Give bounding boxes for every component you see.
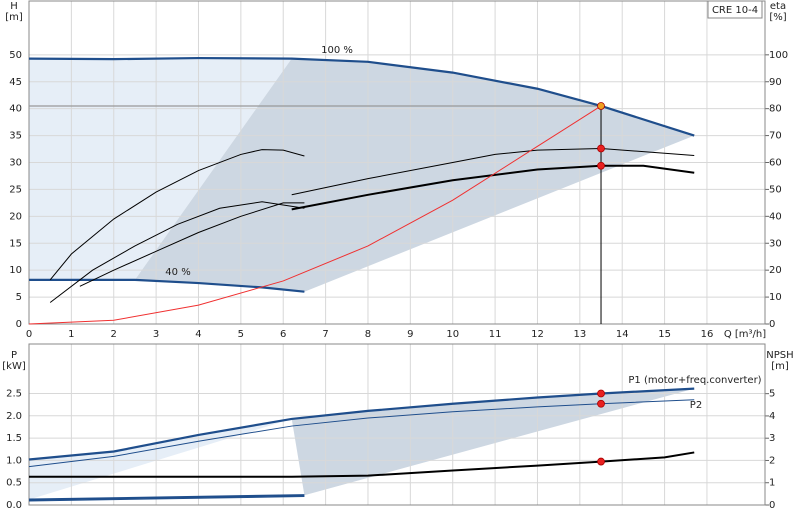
y2-tick-label: 90 — [769, 77, 782, 88]
range-area-light — [29, 58, 292, 280]
y2-tick-label: 0 — [769, 319, 775, 330]
y2-tick-label: 80 — [769, 104, 782, 115]
x-axis-title: Q [m³/h] — [724, 329, 766, 340]
x-tick-label: 0 — [26, 329, 32, 340]
axis-title: P — [11, 350, 17, 361]
y2-tick-label: 20 — [769, 265, 782, 276]
y2-tick-label: 10 — [769, 292, 782, 303]
y-tick-label: 15 — [9, 238, 22, 249]
model-box — [707, 0, 763, 19]
curve — [28, 387, 695, 461]
curve — [291, 164, 695, 211]
y2-tick-label: 3 — [769, 433, 775, 444]
axis-title: [m] — [771, 361, 789, 372]
x-tick-label: 4 — [195, 329, 201, 340]
curve — [28, 494, 305, 501]
range-area-light — [29, 418, 292, 500]
curve — [49, 149, 305, 281]
x-tick-label: 14 — [616, 329, 629, 340]
y2-tick-label: 2 — [769, 455, 775, 466]
plot-frame — [28, 343, 766, 506]
x-tick-label: 7 — [322, 329, 328, 340]
y-tick-label: 50 — [9, 50, 22, 61]
range-area — [291, 388, 695, 496]
axis-title: [kW] — [2, 361, 26, 372]
x-tick-label: 5 — [238, 329, 244, 340]
axis-title: eta — [770, 1, 786, 12]
y-tick-label: 40 — [9, 104, 22, 115]
x-tick-label: 16 — [701, 329, 714, 340]
curve — [28, 399, 695, 468]
y-tick-label: 30 — [9, 158, 22, 169]
x-tick-label: 10 — [446, 329, 459, 340]
curve — [79, 202, 305, 287]
y-tick-label: 35 — [9, 131, 22, 142]
y2-tick-label: 50 — [769, 184, 782, 195]
y-tick-label: 5 — [16, 292, 22, 303]
x-tick-label: 8 — [365, 329, 371, 340]
y2-tick-label: 30 — [769, 238, 782, 249]
y-tick-label: 25 — [9, 184, 22, 195]
model-label: CRE 10-4 — [712, 5, 758, 16]
y-tick-label: 0.5 — [6, 478, 22, 489]
y2-tick-label: 70 — [769, 131, 782, 142]
curve — [29, 278, 305, 293]
duty-point — [597, 389, 605, 398]
curve — [28, 496, 305, 502]
y2-tick-label: 60 — [769, 158, 782, 169]
curve — [28, 56, 695, 137]
y2-tick-label: 1 — [769, 478, 775, 489]
curve-label: P2 — [690, 400, 702, 411]
x-tick-label: 12 — [531, 329, 544, 340]
y2-tick-label: 0 — [769, 500, 775, 511]
y2-tick-label: 5 — [769, 389, 775, 400]
axis-title: NPSH — [766, 350, 793, 361]
y-tick-label: 2.0 — [6, 411, 22, 422]
curve-label: 40 % — [165, 267, 190, 278]
axis-title: [m] — [5, 12, 23, 23]
y-tick-label: 1.5 — [6, 433, 22, 444]
axis-title: [%] — [769, 12, 786, 23]
y2-tick-label: 100 — [769, 50, 788, 61]
duty-point — [597, 102, 605, 110]
curve-label: P1 (motor+freq.converter) — [628, 375, 761, 386]
duty-point — [597, 457, 605, 466]
y-tick-label: 20 — [9, 211, 22, 222]
x-tick-label: 2 — [111, 329, 117, 340]
x-tick-label: 13 — [573, 329, 586, 340]
range-area — [134, 58, 695, 292]
x-tick-label: 1 — [68, 329, 74, 340]
y2-tick-label: 4 — [769, 411, 775, 422]
y-tick-label: 0 — [16, 319, 22, 330]
curve — [28, 105, 602, 325]
y-tick-label: 0.0 — [6, 500, 22, 511]
x-tick-label: 9 — [407, 329, 413, 340]
y-tick-label: 10 — [9, 265, 22, 276]
curve-label: 100 % — [321, 45, 353, 56]
curve — [49, 201, 305, 303]
duty-point — [597, 144, 605, 153]
y-tick-label: 2.5 — [6, 389, 22, 400]
y-tick-label: 1.0 — [6, 455, 22, 466]
plot-frame — [28, 0, 766, 325]
x-tick-label: 15 — [658, 329, 671, 340]
axis-title: H — [10, 1, 18, 12]
duty-point — [597, 161, 605, 170]
x-tick-label: 6 — [280, 329, 286, 340]
x-tick-label: 3 — [153, 329, 159, 340]
y-tick-label: 45 — [9, 77, 22, 88]
curve — [29, 451, 695, 478]
x-tick-label: 11 — [489, 329, 502, 340]
y2-tick-label: 40 — [769, 211, 782, 222]
duty-point — [597, 399, 605, 408]
